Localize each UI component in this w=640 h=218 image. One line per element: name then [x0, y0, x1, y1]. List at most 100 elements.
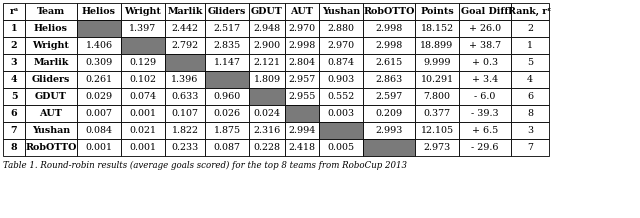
Bar: [459, 71, 511, 88]
Text: 2.835: 2.835: [213, 41, 241, 50]
Text: 2.994: 2.994: [289, 126, 316, 135]
Text: 1: 1: [11, 24, 17, 33]
Bar: [511, 105, 549, 122]
Bar: [459, 88, 511, 105]
Bar: [121, 20, 165, 37]
Text: + 0.3: + 0.3: [472, 58, 498, 67]
Bar: [319, 37, 363, 54]
Text: 2: 2: [527, 24, 533, 33]
Bar: [165, 71, 205, 88]
Text: 0.102: 0.102: [129, 75, 157, 84]
Text: 2.998: 2.998: [376, 41, 403, 50]
Text: - 29.6: - 29.6: [471, 143, 499, 152]
Text: 0.903: 0.903: [328, 75, 355, 84]
Bar: [363, 3, 415, 20]
Bar: [77, 122, 121, 139]
Text: 18.152: 18.152: [420, 24, 454, 33]
Bar: [205, 20, 249, 37]
Bar: [249, 122, 285, 139]
Text: Rank, rᶜ: Rank, rᶜ: [508, 7, 552, 16]
Text: 1.406: 1.406: [85, 41, 113, 50]
Text: RobOTTO: RobOTTO: [26, 143, 77, 152]
Bar: [459, 3, 511, 20]
Text: 0.005: 0.005: [328, 143, 355, 152]
Bar: [285, 122, 319, 139]
Text: 5: 5: [527, 58, 533, 67]
Bar: [121, 88, 165, 105]
Bar: [459, 105, 511, 122]
Bar: [415, 3, 459, 20]
Bar: [459, 20, 511, 37]
Bar: [319, 54, 363, 71]
Bar: [205, 105, 249, 122]
Text: 0.552: 0.552: [328, 92, 355, 101]
Text: 0.233: 0.233: [172, 143, 198, 152]
Bar: [25, 139, 77, 156]
Bar: [415, 105, 459, 122]
Bar: [205, 3, 249, 20]
Text: 10.291: 10.291: [420, 75, 454, 84]
Text: Helios: Helios: [34, 24, 68, 33]
Bar: [319, 105, 363, 122]
Bar: [165, 3, 205, 20]
Bar: [25, 105, 77, 122]
Bar: [511, 122, 549, 139]
Bar: [165, 37, 205, 54]
Text: 0.003: 0.003: [328, 109, 355, 118]
Text: - 39.3: - 39.3: [471, 109, 499, 118]
Text: Wright: Wright: [125, 7, 161, 16]
Bar: [3, 3, 25, 20]
Bar: [205, 139, 249, 156]
Bar: [249, 139, 285, 156]
Text: 2.948: 2.948: [253, 24, 280, 33]
Bar: [25, 20, 77, 37]
Text: 2.517: 2.517: [213, 24, 241, 33]
Bar: [249, 54, 285, 71]
Text: 0.024: 0.024: [253, 109, 280, 118]
Text: 1.147: 1.147: [214, 58, 241, 67]
Text: 2.121: 2.121: [253, 58, 280, 67]
Bar: [121, 71, 165, 88]
Text: 2.900: 2.900: [253, 41, 280, 50]
Text: 3: 3: [11, 58, 17, 67]
Bar: [25, 54, 77, 71]
Text: + 26.0: + 26.0: [469, 24, 501, 33]
Text: Marlik: Marlik: [167, 7, 203, 16]
Bar: [165, 122, 205, 139]
Text: 2.316: 2.316: [253, 126, 280, 135]
Text: 1.875: 1.875: [213, 126, 241, 135]
Text: 18.899: 18.899: [420, 41, 454, 50]
Bar: [415, 37, 459, 54]
Text: 4: 4: [11, 75, 17, 84]
Bar: [511, 20, 549, 37]
Bar: [205, 37, 249, 54]
Bar: [121, 54, 165, 71]
Text: 0.029: 0.029: [85, 92, 113, 101]
Text: Team: Team: [37, 7, 65, 16]
Text: rᵃ: rᵃ: [10, 7, 19, 16]
Text: 9.999: 9.999: [423, 58, 451, 67]
Text: 1.809: 1.809: [253, 75, 280, 84]
Text: 0.074: 0.074: [129, 92, 157, 101]
Bar: [285, 37, 319, 54]
Bar: [3, 37, 25, 54]
Bar: [77, 71, 121, 88]
Bar: [249, 71, 285, 88]
Bar: [511, 54, 549, 71]
Bar: [363, 105, 415, 122]
Text: 1.396: 1.396: [172, 75, 198, 84]
Bar: [249, 37, 285, 54]
Text: 4: 4: [527, 75, 533, 84]
Bar: [249, 3, 285, 20]
Bar: [285, 105, 319, 122]
Text: 0.228: 0.228: [253, 143, 280, 152]
Text: 8: 8: [11, 143, 17, 152]
Bar: [3, 54, 25, 71]
Text: 0.129: 0.129: [129, 58, 157, 67]
Text: AUT: AUT: [291, 7, 314, 16]
Text: 2.442: 2.442: [172, 24, 198, 33]
Bar: [415, 71, 459, 88]
Text: + 38.7: + 38.7: [469, 41, 501, 50]
Text: 2.998: 2.998: [376, 24, 403, 33]
Bar: [3, 20, 25, 37]
